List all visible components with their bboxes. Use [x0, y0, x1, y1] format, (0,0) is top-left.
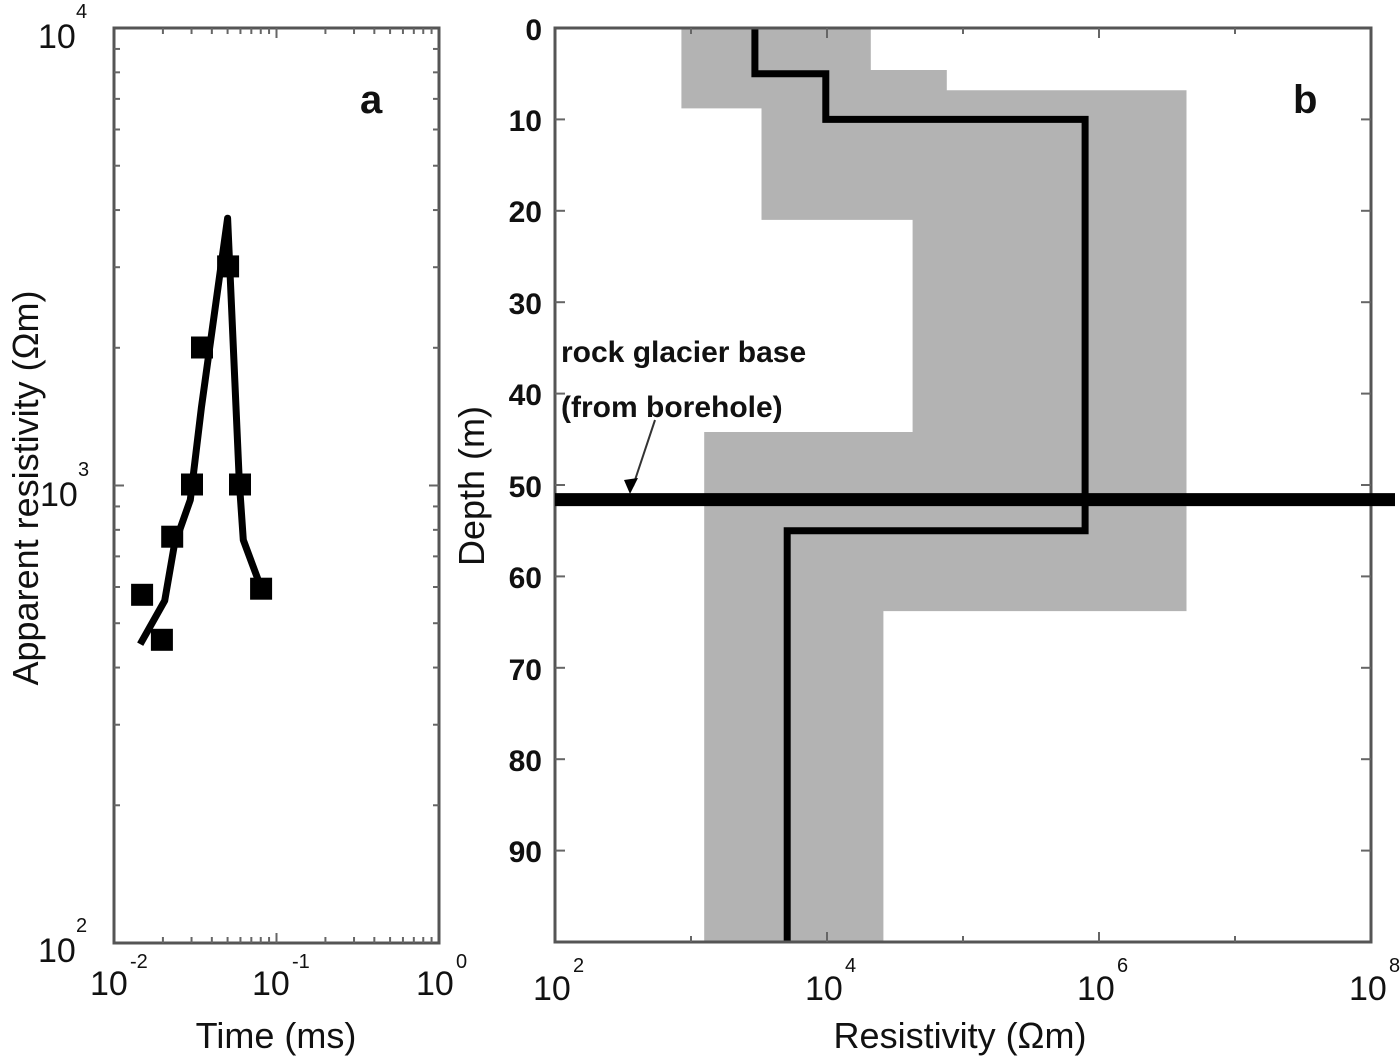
panel-b-uncertainty-band [681, 28, 1187, 942]
depth-tick-label: 80 [509, 745, 542, 778]
panel-a-y-tick-labels: 10 4 10 3 10 2 [38, 1, 89, 970]
x-tick-label: 10 [805, 970, 843, 1008]
data-point-marker [150, 628, 173, 651]
depth-tick-label: 90 [509, 836, 542, 869]
depth-tick-label: 60 [509, 562, 542, 595]
y-tick-label: 10 [38, 18, 76, 56]
depth-tick-label: 40 [509, 379, 542, 412]
panel-b-chart: rock glacier base (from borehole) b 0 10… [451, 14, 1400, 1056]
depth-tick-label: 70 [509, 654, 542, 687]
y-tick-exponent: 3 [78, 459, 89, 481]
panel-a-y-axis-title: Apparent resistivity (Ωm) [5, 291, 46, 686]
depth-tick-label: 20 [509, 196, 542, 229]
panel-b-y-axis-title: Depth (m) [451, 406, 492, 566]
annotation-arrow [632, 419, 656, 487]
data-point-marker [191, 336, 213, 359]
panel-b-y-tick-labels: 0 10 20 30 40 50 60 70 80 90 [509, 14, 542, 869]
panel-a-letter: a [360, 78, 383, 122]
depth-tick-label: 30 [509, 288, 542, 321]
annotation-line-2: (from borehole) [561, 391, 783, 424]
x-tick-label: 10 [533, 970, 571, 1008]
y-tick-label: 10 [38, 932, 76, 970]
panel-a-x-tick-labels: 10 -2 10 -1 10 0 [90, 951, 467, 1003]
x-tick-exponent: 2 [573, 955, 584, 977]
y-tick-label: 10 [40, 476, 78, 514]
arrow-head-icon [624, 478, 638, 494]
x-tick-label: 10 [416, 965, 454, 1003]
data-point-marker [217, 255, 240, 278]
x-tick-exponent: -2 [130, 951, 148, 973]
depth-tick-label: 10 [509, 105, 542, 138]
panel-a-x-axis-title: Time (ms) [196, 1015, 357, 1056]
x-tick-exponent: 4 [845, 955, 856, 977]
y-tick-exponent: 4 [76, 1, 87, 23]
data-point-marker [161, 525, 184, 548]
depth-tick-label: 0 [525, 14, 542, 47]
depth-tick-label: 50 [509, 471, 542, 504]
panel-a-measured-markers [131, 255, 273, 651]
panel-b-x-axis-title: Resistivity (Ωm) [834, 1015, 1087, 1056]
x-tick-label: 10 [90, 965, 128, 1003]
data-point-marker [229, 473, 251, 496]
x-tick-exponent: -1 [292, 951, 310, 973]
panel-b-layered-model [751, 28, 1089, 942]
panel-b-x-tick-labels: 10 2 10 4 10 6 10 8 [533, 955, 1400, 1008]
panel-b-ticks [555, 28, 1371, 942]
panel-a-ticks [114, 28, 439, 943]
data-point-marker [250, 577, 273, 600]
panel-a-plot-area [112, 26, 441, 945]
data-point-marker [181, 473, 203, 496]
panel-a-model-curve [137, 214, 265, 646]
x-tick-exponent: 6 [1117, 955, 1128, 977]
x-tick-exponent: 8 [1389, 955, 1400, 977]
panel-b-letter: b [1293, 78, 1317, 122]
x-tick-label: 10 [252, 965, 290, 1003]
panel-a-chart: a 10 4 10 3 10 2 10 -2 10 -1 10 0 Time (… [5, 1, 467, 1056]
x-tick-label: 10 [1077, 970, 1115, 1008]
data-point-marker [131, 583, 154, 606]
annotation-line-1: rock glacier base [561, 336, 806, 369]
x-tick-label: 10 [1349, 970, 1387, 1008]
y-tick-exponent: 2 [76, 915, 87, 937]
x-tick-exponent: 0 [456, 951, 467, 973]
